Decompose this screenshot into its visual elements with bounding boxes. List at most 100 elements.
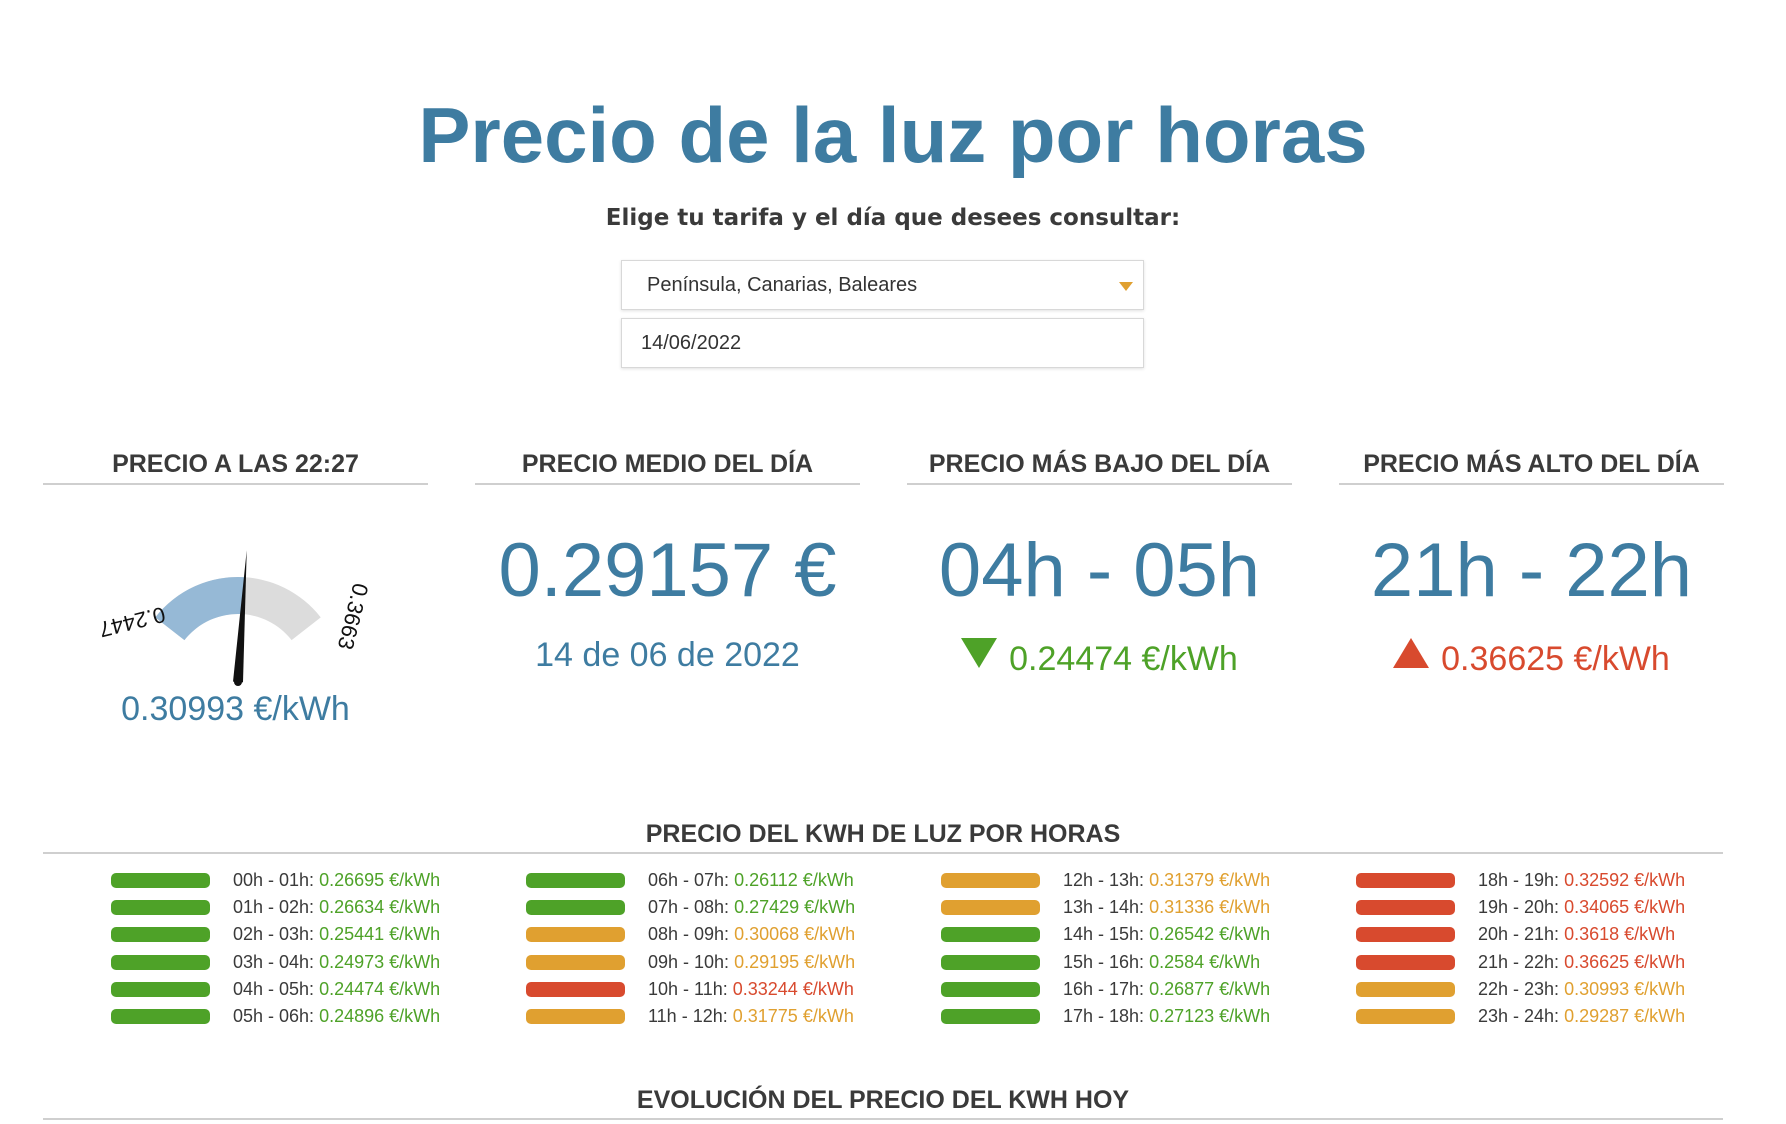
hour-price: 0.36625 €/kWh <box>1564 951 1686 972</box>
hourly-label: 14h - 15h: 0.26542 €/kWh <box>1063 923 1270 945</box>
hourly-label: 11h - 12h: 0.31775 €/kWh <box>648 1005 854 1027</box>
hour-price: 0.31379 €/kWh <box>1149 870 1271 890</box>
average-price-title: PRECIO MEDIO DEL DÍA <box>475 445 860 485</box>
hourly-label: 00h - 01h: 0.26695 €/kWh <box>233 869 440 891</box>
hour-price: 0.26634 €/kWh <box>319 897 441 918</box>
hour-range: 09h - 10h: <box>648 951 730 972</box>
hourly-row: 23h - 24h: 0.29287 €/kWh <box>1288 1005 1708 1032</box>
lowest-price-line: 0.24474 €/kWh <box>907 638 1292 676</box>
hour-range: 05h - 06h: <box>233 1006 315 1026</box>
hour-range: 15h - 16h: <box>1063 951 1145 972</box>
hour-range: 21h - 22h: <box>1478 951 1560 972</box>
hourly-label: 08h - 09h: 0.30068 €/kWh <box>648 923 855 945</box>
hour-range: 02h - 03h: <box>233 924 315 945</box>
hourly-label: 17h - 18h: 0.27123 €/kWh <box>1063 1005 1270 1027</box>
hourly-label: 10h - 11h: 0.33244 €/kWh <box>648 978 854 1000</box>
hourly-row: 17h - 18h: 0.27123 €/kWh <box>873 1005 1293 1032</box>
hour-price: 0.33244 €/kWh <box>732 978 854 999</box>
hour-range: 07h - 08h: <box>648 897 730 918</box>
hour-price: 0.32592 €/kWh <box>1564 870 1686 890</box>
price-level-bar <box>526 873 625 888</box>
hour-range: 20h - 21h: <box>1478 924 1560 945</box>
price-level-bar <box>526 981 625 997</box>
hour-range: 11h - 12h: <box>648 1006 728 1026</box>
price-level-bar <box>1356 927 1455 943</box>
hour-price: 0.24973 €/kWh <box>319 951 441 972</box>
hourly-label: 16h - 17h: 0.26877 €/kWh <box>1063 978 1270 1000</box>
price-level-bar <box>1356 954 1455 970</box>
hour-range: 12h - 13h: <box>1063 870 1145 890</box>
arrow-down-icon <box>961 638 998 668</box>
price-level-bar <box>1356 900 1455 916</box>
price-level-bar <box>1356 981 1455 997</box>
arrow-up-icon <box>1393 638 1430 668</box>
hourly-row: 04h - 05h: 0.24474 €/kWh <box>43 978 463 1005</box>
current-price-card: PRECIO A LAS 22:27 0.2447 0.3663 0.30993… <box>43 445 428 726</box>
price-level-bar <box>941 873 1040 888</box>
hourly-row: 09h - 10h: 0.29195 €/kWh <box>458 951 878 978</box>
price-level-bar <box>1356 1009 1455 1024</box>
price-level-bar <box>111 954 210 970</box>
tariff-select[interactable]: Península, Canarias, Baleares <box>621 260 1144 310</box>
price-level-bar <box>941 900 1040 916</box>
hour-range: 10h - 11h: <box>648 978 728 999</box>
hour-price: 0.2584 €/kWh <box>1149 951 1261 972</box>
hour-price: 0.29195 €/kWh <box>734 951 856 972</box>
hourly-label: 22h - 23h: 0.30993 €/kWh <box>1478 978 1685 1000</box>
hour-price: 0.31775 €/kWh <box>732 1006 854 1026</box>
hourly-row: 11h - 12h: 0.31775 €/kWh <box>458 1005 878 1032</box>
hourly-label: 04h - 05h: 0.24474 €/kWh <box>233 978 440 1000</box>
hour-range: 14h - 15h: <box>1063 924 1145 945</box>
lowest-price-range: 04h - 05h <box>938 528 1261 613</box>
price-gauge: 0.2447 0.3663 <box>96 550 373 686</box>
hour-price: 0.34065 €/kWh <box>1564 897 1686 918</box>
hourly-row: 12h - 13h: 0.31379 €/kWh <box>873 869 1293 896</box>
hour-range: 00h - 01h: <box>233 870 315 890</box>
hourly-label: 06h - 07h: 0.26112 €/kWh <box>648 869 854 891</box>
hour-range: 19h - 20h: <box>1478 897 1560 918</box>
gauge-value-arc <box>155 577 245 641</box>
hourly-label: 15h - 16h: 0.2584 €/kWh <box>1063 951 1260 973</box>
hour-price: 0.24896 €/kWh <box>319 1006 441 1026</box>
date-input-value: 14/06/2022 <box>641 332 742 354</box>
hourly-label: 21h - 22h: 0.36625 €/kWh <box>1478 951 1685 973</box>
price-level-bar <box>111 873 210 888</box>
hourly-row: 08h - 09h: 0.30068 €/kWh <box>458 923 878 950</box>
hourly-label: 03h - 04h: 0.24973 €/kWh <box>233 951 440 973</box>
hourly-label: 05h - 06h: 0.24896 €/kWh <box>233 1005 440 1027</box>
current-price-value: 0.30993 €/kWh <box>121 690 350 728</box>
lowest-price-card: PRECIO MÁS BAJO DEL DÍA 04h - 05h 0.2447… <box>907 445 1292 676</box>
average-price-card: PRECIO MEDIO DEL DÍA 0.29157 € 14 de 06 … <box>475 445 860 672</box>
hour-range: 16h - 17h: <box>1063 978 1145 999</box>
price-level-bar <box>1356 873 1455 888</box>
hourly-row: 07h - 08h: 0.27429 €/kWh <box>458 896 878 923</box>
hourly-label: 20h - 21h: 0.3618 €/kWh <box>1478 923 1675 945</box>
lowest-price-value: 0.24474 €/kWh <box>1009 640 1238 678</box>
hourly-row: 13h - 14h: 0.31336 €/kWh <box>873 896 1293 923</box>
hour-range: 23h - 24h: <box>1478 1006 1560 1026</box>
hourly-label: 02h - 03h: 0.25441 €/kWh <box>233 923 440 945</box>
hourly-row: 02h - 03h: 0.25441 €/kWh <box>43 923 463 950</box>
subtitle: Elige tu tarifa y el día que desees cons… <box>605 205 1181 231</box>
price-level-bar <box>526 1009 625 1024</box>
hour-price: 0.30068 €/kWh <box>734 924 856 945</box>
hourly-row: 05h - 06h: 0.24896 €/kWh <box>43 1005 463 1032</box>
page-title: Precio de la luz por horas <box>418 91 1368 179</box>
hour-range: 22h - 23h: <box>1478 978 1560 999</box>
hourly-row: 21h - 22h: 0.36625 €/kWh <box>1288 951 1708 978</box>
hour-price: 0.26877 €/kWh <box>1149 978 1271 999</box>
hourly-row: 06h - 07h: 0.26112 €/kWh <box>458 869 878 896</box>
hour-range: 04h - 05h: <box>233 978 315 999</box>
tariff-select-value: Península, Canarias, Baleares <box>647 274 918 296</box>
hourly-row: 15h - 16h: 0.2584 €/kWh <box>873 951 1293 978</box>
date-input[interactable]: 14/06/2022 <box>621 318 1144 368</box>
hour-range: 08h - 09h: <box>648 924 730 945</box>
hourly-row: 10h - 11h: 0.33244 €/kWh <box>458 978 878 1005</box>
chevron-down-icon[interactable] <box>1119 282 1133 291</box>
average-price-value: 0.29157 € <box>498 528 837 613</box>
lowest-price-title: PRECIO MÁS BAJO DEL DÍA <box>907 445 1292 485</box>
hour-price: 0.26542 €/kWh <box>1149 924 1271 945</box>
price-level-bar <box>526 927 625 943</box>
highest-price-title: PRECIO MÁS ALTO DEL DÍA <box>1339 445 1724 485</box>
hour-price: 0.31336 €/kWh <box>1149 897 1271 918</box>
